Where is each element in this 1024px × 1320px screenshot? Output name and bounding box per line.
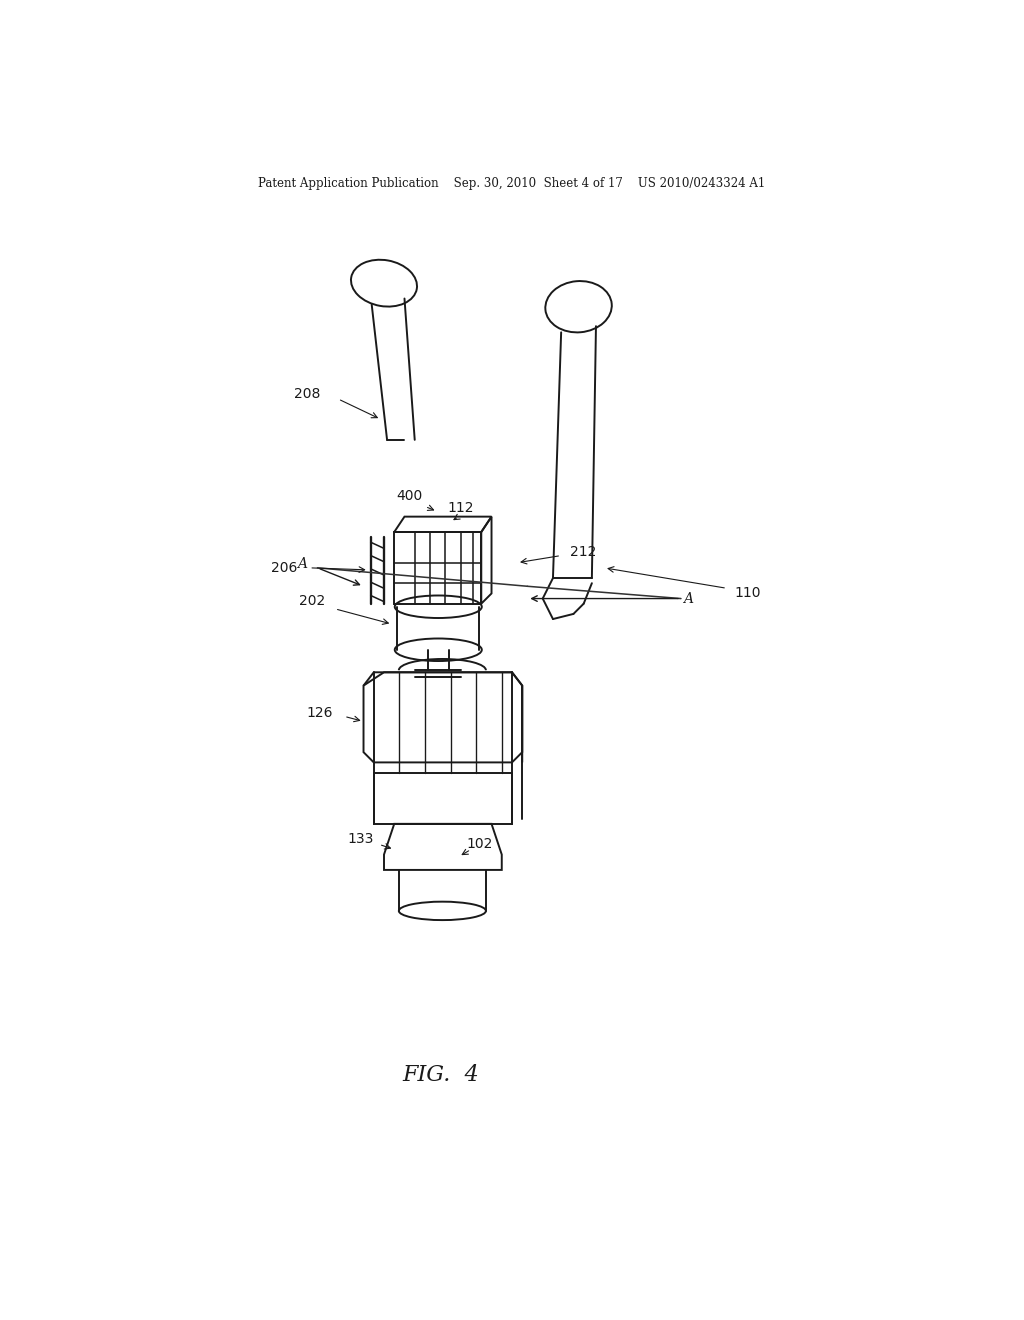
Text: 112: 112 xyxy=(447,502,474,515)
Text: Patent Application Publication    Sep. 30, 2010  Sheet 4 of 17    US 2010/024332: Patent Application Publication Sep. 30, … xyxy=(258,177,766,190)
Text: 202: 202 xyxy=(299,594,326,607)
Text: 400: 400 xyxy=(396,490,423,503)
Text: FIG.  4: FIG. 4 xyxy=(402,1064,478,1086)
Text: 133: 133 xyxy=(347,832,374,846)
Text: A: A xyxy=(683,591,693,606)
Text: 126: 126 xyxy=(306,706,333,721)
Text: 102: 102 xyxy=(466,837,493,851)
Text: 110: 110 xyxy=(734,586,761,601)
Text: 212: 212 xyxy=(570,545,597,560)
Text: A: A xyxy=(297,557,307,570)
Text: 208: 208 xyxy=(294,387,321,401)
Text: 206: 206 xyxy=(271,561,298,574)
